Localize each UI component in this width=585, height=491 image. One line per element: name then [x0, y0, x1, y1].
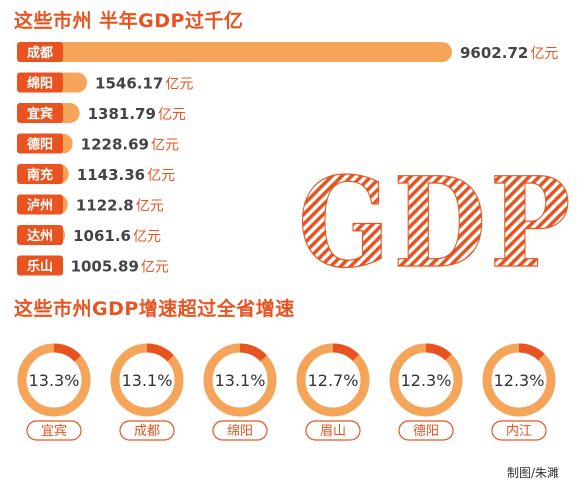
bar-row: 宜宾 1381.79 亿元 — [17, 103, 186, 123]
bar-value-number: 1381.79 — [88, 105, 156, 123]
bar-value-label: 1381.79 亿元 — [88, 105, 186, 123]
bar-label-box — [17, 255, 63, 276]
donut-item: 12.3% 德阳 — [389, 343, 463, 441]
donut-item: 12.7% 眉山 — [296, 343, 370, 441]
gdp-decoration-text: GDP — [298, 158, 574, 278]
donut-highlight-arc — [17, 343, 91, 417]
bar-label-box — [17, 72, 63, 93]
bar-row: 泸州 1122.8 亿元 — [17, 194, 164, 215]
donut-item: 13.3% 宜宾 — [17, 343, 91, 441]
donut-item: 13.1% 成都 — [110, 343, 184, 441]
bar-category-label: 南充 — [27, 167, 53, 183]
bar-value-number: 1005.89 — [71, 258, 139, 276]
donut-city-badge — [491, 420, 547, 441]
bar-value-unit: 亿元 — [136, 199, 164, 215]
bar-value-unit: 亿元 — [141, 260, 169, 276]
donut-highlight-arc — [389, 343, 463, 417]
donut-highlight-arc — [203, 343, 277, 417]
bar-value-label: 1228.69 亿元 — [81, 136, 179, 154]
bar-category-label: 达州 — [27, 228, 53, 244]
bar-category-label: 德阳 — [27, 137, 53, 153]
donut-highlight-arc — [296, 343, 370, 417]
bar-category-label: 宜宾 — [27, 106, 53, 122]
donut-item: 12.3% 内江 — [482, 343, 556, 441]
bar-value-unit: 亿元 — [151, 138, 179, 154]
donut-highlight-arc — [482, 343, 556, 417]
bar-row: 南充 1143.36 亿元 — [17, 164, 175, 184]
bar-category-label: 乐山 — [27, 259, 53, 275]
bar-row: 成都 9602.72 亿元 — [17, 42, 558, 62]
bar-value-number: 9602.72 — [460, 44, 528, 62]
donut-item: 13.1% 绵阳 — [203, 343, 277, 441]
bar-label-box — [17, 42, 63, 62]
bar-value-number: 1228.69 — [81, 136, 149, 154]
bar-label-box — [17, 225, 63, 245]
bar-category-label: 成都 — [27, 45, 53, 61]
bar-value-unit: 亿元 — [165, 77, 193, 93]
bar-value-label: 1005.89 亿元 — [71, 258, 169, 276]
donut-city-label: 内江 — [506, 423, 532, 439]
donut-city-badge — [398, 420, 454, 441]
donut-city-label: 绵阳 — [227, 424, 253, 439]
donut-city-label: 德阳 — [413, 424, 439, 439]
bar-row: 乐山 1005.89 亿元 — [17, 255, 169, 276]
bar-value-label: 9602.72 亿元 — [460, 44, 558, 62]
bar-value-unit: 亿元 — [133, 229, 161, 245]
bar-value-label: 1122.8 亿元 — [76, 197, 164, 215]
bar-value-unit: 亿元 — [530, 46, 558, 62]
bar-label-box — [17, 164, 63, 184]
bar-chart-title: 这些市州 半年GDP过千亿 — [14, 10, 244, 32]
bar-label-box — [17, 133, 63, 154]
donut-city-badge — [119, 420, 175, 441]
bar-value-number: 1143.36 — [77, 166, 145, 184]
bar-value-label: 1546.17 亿元 — [95, 75, 193, 93]
bar — [17, 42, 452, 62]
donut-percent-label: 13.1% — [215, 371, 266, 390]
bar-category-label: 绵阳 — [27, 76, 53, 92]
bar-value-label: 1143.36 亿元 — [77, 166, 175, 184]
growth-donut-chart: 13.3%宜宾13.1%成都13.1%绵阳12.7%眉山12.3%德阳12.3%… — [17, 343, 556, 441]
donut-city-badge — [212, 420, 268, 441]
bar-value-unit: 亿元 — [158, 107, 186, 123]
bar-label-box — [17, 194, 63, 215]
bar-row: 德阳 1228.69 亿元 — [17, 133, 179, 154]
bar-label-box — [17, 103, 63, 123]
donut-chart-title: 这些市州GDP增速超过全省增速 — [14, 298, 295, 320]
donut-percent-label: 12.3% — [494, 371, 545, 390]
credit-text: 制图/朱濉 — [506, 466, 559, 480]
donut-city-label: 眉山 — [320, 424, 346, 439]
bar-row: 达州 1061.6 亿元 — [17, 225, 161, 245]
bar-value-label: 1061.6 亿元 — [73, 227, 161, 245]
bar-value-number: 1061.6 — [73, 227, 131, 245]
donut-highlight-arc — [110, 343, 184, 417]
donut-city-label: 宜宾 — [41, 423, 67, 439]
donut-percent-label: 13.3% — [29, 371, 80, 390]
donut-percent-label: 13.1% — [122, 371, 173, 390]
bar-value-number: 1122.8 — [76, 197, 134, 215]
donut-city-badge — [26, 420, 82, 441]
bar-value-unit: 亿元 — [147, 168, 175, 184]
bar-row: 绵阳 1546.17 亿元 — [17, 72, 193, 93]
donut-city-label: 成都 — [134, 424, 160, 439]
donut-percent-label: 12.7% — [308, 371, 359, 390]
donut-city-badge — [305, 420, 361, 441]
bar-category-label: 泸州 — [27, 198, 53, 214]
donut-percent-label: 12.3% — [401, 371, 452, 390]
bar-value-number: 1546.17 — [95, 75, 163, 93]
gdp-decoration: GDP — [298, 158, 574, 278]
